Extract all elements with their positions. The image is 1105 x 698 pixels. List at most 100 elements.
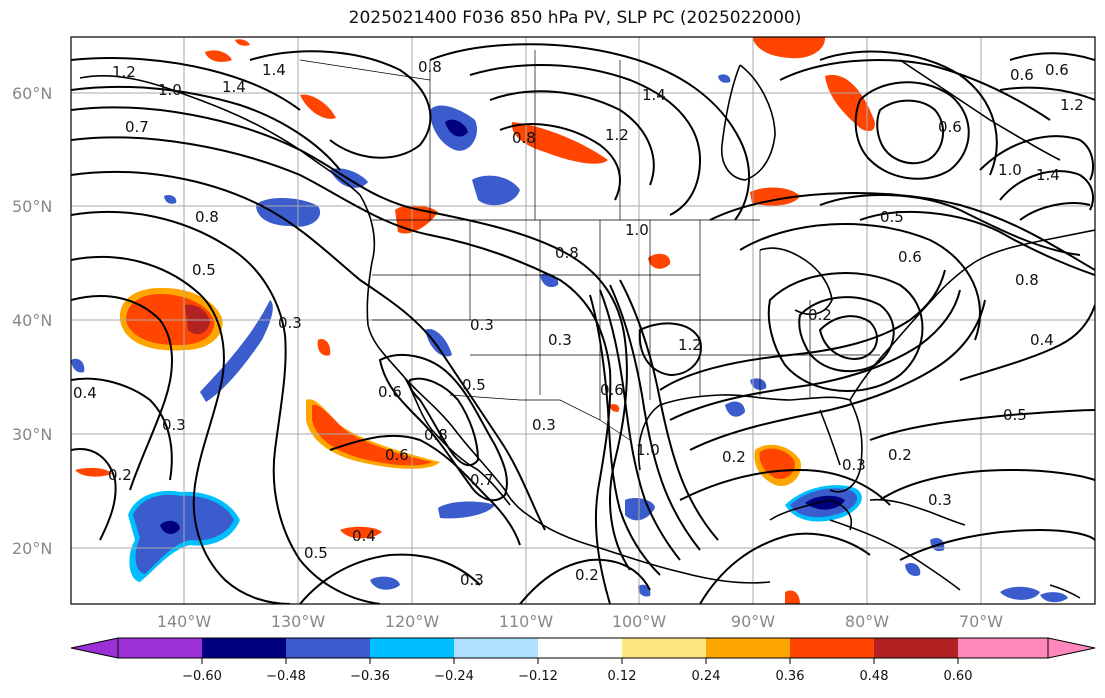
contour-label: 1.0 xyxy=(998,161,1022,179)
contour-line-31 xyxy=(979,135,1094,181)
colorbar-label-7: 0.24 xyxy=(692,669,721,684)
colorbar-label-4: −0.24 xyxy=(434,669,474,684)
contour-line-33 xyxy=(1019,202,1091,221)
contour-label: 0.2 xyxy=(722,448,746,466)
contour-label: 0.6 xyxy=(898,248,922,266)
contour-line-34 xyxy=(854,81,970,180)
colorbar-bin-9 xyxy=(790,638,874,658)
contour-line-11 xyxy=(378,354,508,502)
lon-label-70w: 70°W xyxy=(959,612,1003,631)
colorbar-bin-4 xyxy=(370,638,454,658)
contour-line-42 xyxy=(249,50,432,159)
colorbar-label-3: −0.36 xyxy=(350,669,390,684)
coastline-baja xyxy=(404,377,511,506)
colorbar-label-8: 0.36 xyxy=(776,669,805,684)
contour-line-22 xyxy=(679,468,891,506)
contour-label: 0.2 xyxy=(575,566,599,584)
pv-negative-blob-caribbean-ne xyxy=(1000,586,1040,600)
contour-line-48 xyxy=(869,409,1095,441)
contour-label: 0.6 xyxy=(1010,66,1034,84)
contour-line-25 xyxy=(798,296,895,373)
pv-positive-blob-pacific-22n xyxy=(340,526,382,539)
colorbar-bin-11 xyxy=(958,638,1048,658)
lon-label-130w: 130°W xyxy=(271,612,326,631)
pv-negative-blob-gulf-coast xyxy=(725,401,745,417)
contour-label: 1.0 xyxy=(625,221,649,239)
contour-label: 0.3 xyxy=(162,416,186,434)
contour-label: 1.4 xyxy=(222,78,246,96)
colorbar-label-9: 0.48 xyxy=(860,669,889,684)
contour-line-8 xyxy=(71,448,117,541)
lat-label-40n: 40°N xyxy=(12,311,52,330)
colorbar-extend-high xyxy=(1047,637,1096,659)
contour-label: 0.3 xyxy=(460,571,484,589)
colorbar-frame xyxy=(117,637,1049,659)
contour-line-28 xyxy=(709,192,1095,271)
contour-label: 1.2 xyxy=(112,63,136,81)
coastline-florida xyxy=(819,409,841,466)
latitude-axis: 60°N 50°N 40°N 30°N 20°N xyxy=(12,84,52,558)
contour-label-group: 1.2 1.0 1.4 1.4 0.8 0.7 0.8 0.5 0.3 0.4 … xyxy=(73,58,1084,589)
contour-label: 0.4 xyxy=(1030,331,1054,349)
pv-negative-blob-hudson-east xyxy=(718,74,731,83)
lon-label-110w: 110°W xyxy=(499,612,554,631)
pv-negative-blob-caribbean xyxy=(905,563,921,576)
contour-line-13 xyxy=(519,558,651,604)
colorbar-bin-5 xyxy=(454,638,538,658)
pv-negative-blob-northwest-canada-core xyxy=(445,119,468,137)
pv-positive-blob-hudson xyxy=(511,122,608,164)
contour-label: 0.3 xyxy=(548,331,572,349)
lon-label-140w: 140°W xyxy=(157,612,212,631)
contour-line-46 xyxy=(999,86,1095,101)
contour-label: 0.5 xyxy=(462,376,486,394)
contour-line-5 xyxy=(71,255,291,604)
contour-label: 0.8 xyxy=(512,129,536,147)
coastline-us-east xyxy=(849,261,976,401)
contour-line-35 xyxy=(876,99,945,165)
contour-label: 1.0 xyxy=(636,441,660,459)
contour-line-20 xyxy=(669,289,961,421)
coastline-mexico-pacific xyxy=(527,514,771,584)
colorbar-bin-7 xyxy=(622,638,706,658)
slp-contours xyxy=(71,43,1095,604)
colorbar-label-5: −0.12 xyxy=(518,669,558,684)
contour-line-14 xyxy=(589,294,661,576)
pv-positive-blob-pacific-40n-max xyxy=(185,304,210,335)
lat-label-30n: 30°N xyxy=(12,425,52,444)
contour-line-44 xyxy=(71,85,341,171)
pv-negative-blob-pacific-sw xyxy=(370,576,400,590)
contour-label: 0.8 xyxy=(418,58,442,76)
contour-label: 0.2 xyxy=(888,446,912,464)
contour-line-15 xyxy=(599,289,681,561)
pv-negative-blob-pacific-30n xyxy=(71,358,85,373)
contour-line-26 xyxy=(767,272,924,392)
contour-line-2 xyxy=(71,136,612,604)
colorbar-label-10: 0.60 xyxy=(944,669,973,684)
contour-line-43 xyxy=(71,57,301,111)
colorbar-label-6: 0.12 xyxy=(608,669,637,684)
colorbar-bin-6 xyxy=(538,638,622,658)
map-frame xyxy=(70,36,1096,605)
contour-label: 0.3 xyxy=(278,314,302,332)
pv-negative-blob-south-mexico xyxy=(638,584,651,597)
coastline-yucatan xyxy=(769,499,852,531)
colorbar-bin-2 xyxy=(202,638,286,658)
contour-label: 1.4 xyxy=(642,86,666,104)
contour-label: 0.3 xyxy=(532,416,556,434)
contour-line-19 xyxy=(659,269,946,391)
colorbar: −0.60 −0.48 −0.36 −0.24 −0.12 0.12 0.24 … xyxy=(70,637,1096,684)
contour-label: 0.5 xyxy=(1003,406,1027,424)
colorbar-ticks xyxy=(201,658,959,664)
colorbar-label-1: −0.60 xyxy=(182,669,222,684)
contour-label: 0.6 xyxy=(600,381,624,399)
contour-label: 0.7 xyxy=(470,471,494,489)
contour-label: 1.2 xyxy=(678,336,702,354)
contour-line-30 xyxy=(859,210,1095,276)
pv-positive-shading xyxy=(75,37,875,604)
contour-line-38 xyxy=(429,43,751,221)
pv-positive-blob-baja-core xyxy=(312,404,432,466)
pv-negative-blob-gulf-alaska xyxy=(256,197,321,227)
pv-negative-blob-rockies xyxy=(472,175,520,206)
coastline-alaska-arc xyxy=(79,75,361,196)
colorbar-bin-3 xyxy=(286,638,370,658)
